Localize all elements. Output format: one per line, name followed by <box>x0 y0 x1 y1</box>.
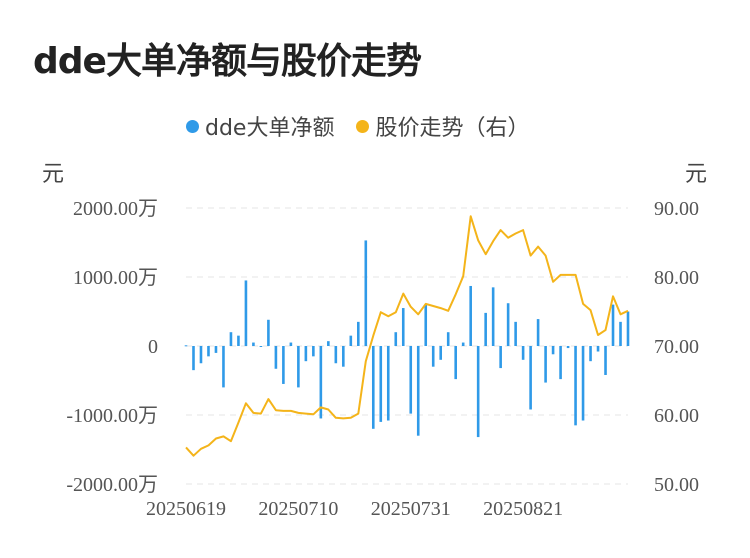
bar-dde <box>559 346 562 380</box>
x-tick-label: 20250710 <box>258 498 338 520</box>
left-axis-unit: 元 <box>42 162 65 187</box>
bar-dde <box>364 240 368 346</box>
legend-label-price: 股价走势（右） <box>375 116 530 141</box>
bar-dde <box>274 346 278 369</box>
bar-dde <box>596 346 600 352</box>
bar-dde <box>379 346 383 422</box>
left-tick-label: 1000.00万 <box>73 267 158 289</box>
bar-dde <box>207 346 210 357</box>
bar-dde <box>199 346 203 364</box>
right-tick-label: 80.00 <box>654 267 699 289</box>
bar-dde <box>491 287 495 346</box>
bar-dde <box>184 345 188 347</box>
x-tick-label: 20250821 <box>483 498 563 520</box>
bar-dde <box>626 311 630 346</box>
bar-dde <box>416 346 420 436</box>
bar-dde <box>611 304 615 346</box>
price-line <box>185 215 629 457</box>
bar-dde <box>214 346 218 353</box>
bar-dde <box>229 332 233 346</box>
bar-dde <box>401 308 405 346</box>
left-tick-label: 0 <box>148 336 158 358</box>
bar-dde <box>589 346 592 362</box>
bar-dde <box>349 335 353 346</box>
right-tick-label: 50.00 <box>654 474 699 496</box>
bar-dde <box>431 346 435 367</box>
bar-dde <box>514 321 517 346</box>
legend-label-dde: dde大单净额 <box>205 116 335 141</box>
bar-dde <box>297 346 300 388</box>
bar-dde <box>461 342 465 346</box>
right-tick-label: 60.00 <box>654 405 699 427</box>
bar-dde <box>484 312 487 346</box>
bar-dde <box>499 346 502 369</box>
legend-item-dde[interactable]: dde大单净额 <box>186 110 334 142</box>
bar-dde <box>312 346 315 357</box>
bar-dde <box>521 346 525 360</box>
left-tick-label: -2000.00万 <box>66 474 158 496</box>
left-tick-label: -1000.00万 <box>66 405 158 427</box>
bar-dde <box>244 280 248 346</box>
bar-dde <box>282 346 285 384</box>
bar-dde <box>566 346 570 349</box>
bar-dde <box>604 346 607 375</box>
bar-dde <box>394 332 398 346</box>
chart-legend: dde大单净额 股价走势（右） <box>186 110 551 142</box>
legend-dot-dde <box>186 119 199 133</box>
bar-dde <box>192 346 195 371</box>
bar-dde <box>252 342 255 346</box>
bar-dde <box>304 346 308 362</box>
bar-dde <box>551 346 555 355</box>
bar-dde <box>357 321 360 346</box>
bar-dde <box>454 346 457 380</box>
legend-item-price[interactable]: 股价走势（右） <box>356 110 529 142</box>
bar-dde <box>289 342 293 346</box>
bar-dde <box>334 346 338 364</box>
x-tick-label: 20250619 <box>146 498 226 520</box>
bar-dde <box>536 319 540 346</box>
bar-dde <box>222 346 225 388</box>
bar-dde <box>409 346 413 414</box>
bar-dde <box>371 346 375 429</box>
bar-dde <box>386 346 390 421</box>
bar-dde <box>342 346 345 367</box>
right-tick-label: 90.00 <box>654 198 699 220</box>
right-tick-label: 70.00 <box>654 336 699 358</box>
legend-dot-price <box>356 119 370 133</box>
bar-dde <box>259 346 263 347</box>
bar-dde <box>581 346 585 421</box>
bar-dde <box>529 346 532 410</box>
bar-dde <box>439 346 443 360</box>
bar-dde <box>574 346 577 426</box>
bar-dde <box>267 319 270 346</box>
bar-dde <box>446 332 450 346</box>
bar-dde <box>506 303 510 346</box>
bar-dde <box>619 321 622 346</box>
right-axis-unit: 元 <box>685 162 708 187</box>
x-tick-label: 20250731 <box>371 498 451 520</box>
bar-dde <box>319 346 323 419</box>
bar-dde <box>327 341 330 346</box>
bar-dde <box>469 285 472 346</box>
bar-dde <box>424 304 428 346</box>
bar-dde <box>544 346 547 383</box>
bar-dde <box>237 335 240 346</box>
bar-dde <box>476 346 480 438</box>
left-tick-label: 2000.00万 <box>73 198 158 220</box>
chart-title: dde大单净额与股价走势 <box>33 41 422 82</box>
